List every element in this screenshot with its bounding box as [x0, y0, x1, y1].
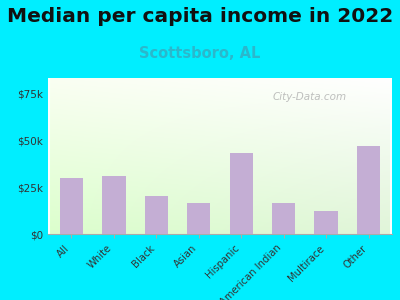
Bar [60, 178, 83, 234]
Bar [357, 146, 380, 234]
Text: City-Data.com: City-Data.com [272, 92, 346, 102]
Bar [145, 196, 168, 234]
Bar [314, 212, 338, 234]
Bar [187, 203, 210, 234]
Bar [102, 176, 126, 234]
Bar [230, 153, 253, 234]
Text: Scottsboro, AL: Scottsboro, AL [139, 46, 261, 62]
Text: Median per capita income in 2022: Median per capita income in 2022 [7, 8, 393, 26]
Bar [272, 203, 295, 234]
